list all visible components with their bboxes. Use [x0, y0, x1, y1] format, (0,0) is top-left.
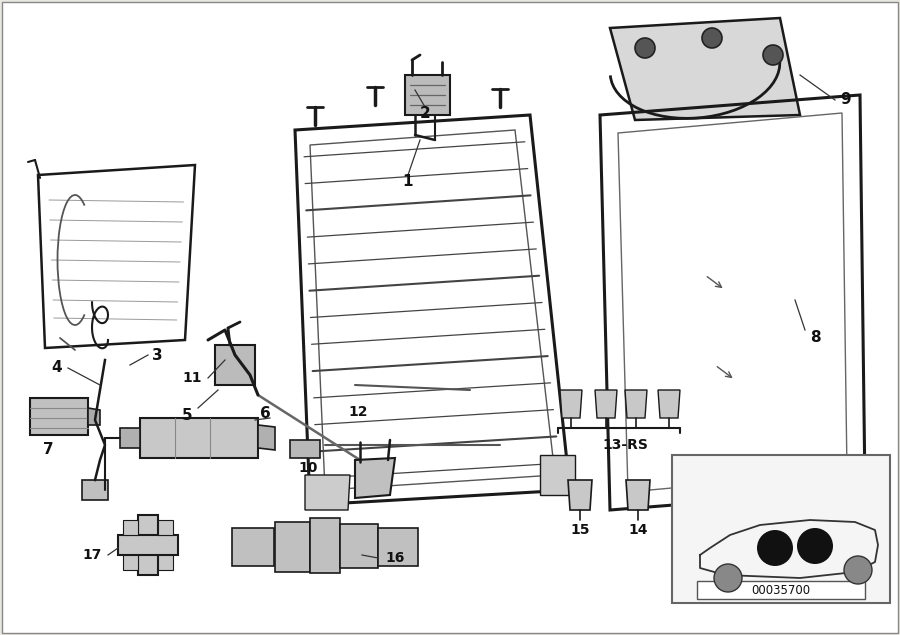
Polygon shape	[595, 390, 617, 418]
Circle shape	[714, 564, 742, 592]
Polygon shape	[88, 408, 100, 425]
Circle shape	[763, 45, 783, 65]
Polygon shape	[158, 555, 173, 570]
Text: 3: 3	[152, 347, 163, 363]
Text: 2: 2	[419, 105, 430, 121]
Text: 9: 9	[840, 93, 850, 107]
Polygon shape	[138, 515, 158, 575]
Text: 15: 15	[571, 523, 590, 537]
Circle shape	[635, 38, 655, 58]
Polygon shape	[258, 425, 275, 450]
Text: 10: 10	[298, 461, 318, 475]
Text: 12: 12	[348, 405, 368, 419]
Polygon shape	[82, 480, 108, 500]
Circle shape	[757, 530, 793, 566]
Polygon shape	[626, 480, 650, 510]
Polygon shape	[118, 535, 178, 555]
Text: 13-RS: 13-RS	[602, 438, 648, 452]
Polygon shape	[340, 524, 378, 568]
Text: 6: 6	[260, 406, 271, 420]
Polygon shape	[540, 455, 575, 495]
Circle shape	[844, 556, 872, 584]
Polygon shape	[625, 390, 647, 418]
Text: 11: 11	[183, 371, 202, 385]
Polygon shape	[378, 528, 418, 566]
Polygon shape	[290, 440, 320, 458]
Circle shape	[702, 28, 722, 48]
Circle shape	[797, 528, 833, 564]
FancyBboxPatch shape	[697, 581, 865, 599]
Text: 8: 8	[810, 330, 821, 345]
Text: 4: 4	[51, 361, 62, 375]
Text: 1: 1	[403, 175, 413, 189]
Polygon shape	[123, 520, 138, 535]
Polygon shape	[405, 75, 450, 115]
Polygon shape	[140, 418, 258, 458]
Text: 17: 17	[83, 548, 102, 562]
Text: 14: 14	[628, 523, 648, 537]
Polygon shape	[158, 520, 173, 535]
Polygon shape	[30, 398, 88, 435]
Text: 16: 16	[385, 551, 404, 565]
Polygon shape	[305, 475, 350, 510]
Polygon shape	[355, 458, 395, 498]
Polygon shape	[123, 555, 138, 570]
Polygon shape	[658, 390, 680, 418]
Polygon shape	[275, 522, 310, 572]
Text: 5: 5	[182, 408, 192, 422]
Polygon shape	[120, 428, 140, 448]
Polygon shape	[610, 18, 800, 120]
Polygon shape	[310, 518, 340, 573]
Text: 00035700: 00035700	[752, 584, 811, 596]
Polygon shape	[215, 345, 255, 385]
Polygon shape	[560, 390, 582, 418]
FancyBboxPatch shape	[672, 455, 890, 603]
Polygon shape	[568, 480, 592, 510]
Text: 7: 7	[42, 443, 53, 457]
Polygon shape	[232, 528, 274, 566]
